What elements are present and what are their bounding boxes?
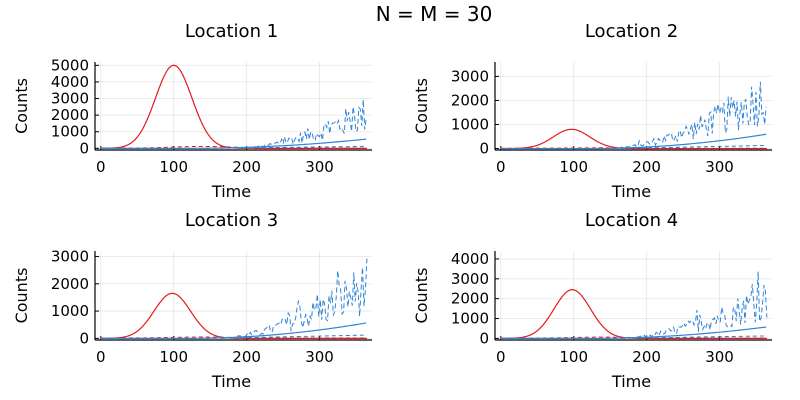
x-tick-label: 100 xyxy=(559,158,588,176)
panel-title: Location 4 xyxy=(585,210,678,231)
x-tick-label: 300 xyxy=(705,348,734,366)
panel-1: 0 100 200 300010002000300040005000Location … xyxy=(12,21,372,201)
y-axis-label: Counts xyxy=(12,268,31,324)
panels-group: 0 100 200 300010002000300040005000Location … xyxy=(12,21,772,391)
y-axis-label: Counts xyxy=(12,78,31,134)
y-tick-label: 1000 xyxy=(51,123,89,141)
y-tick-label: 3000 xyxy=(451,67,489,85)
y-tick-label: 4000 xyxy=(451,250,489,268)
x-axis-label: Time xyxy=(211,182,251,201)
blue-low-dashed-line xyxy=(100,145,367,149)
y-tick-label: 0 xyxy=(479,329,489,347)
x-axis-label: Time xyxy=(611,372,651,391)
blue-low-dashed-line xyxy=(100,334,367,339)
y-tick-label: 1000 xyxy=(51,302,89,320)
x-tick-label: 0 xyxy=(496,348,506,366)
y-tick-label: 3000 xyxy=(451,270,489,288)
blue-low-dashed-line xyxy=(500,335,767,339)
x-tick-label: 100 xyxy=(159,158,188,176)
blue-dashed-series-line xyxy=(221,258,368,339)
blue-dashed-series-line xyxy=(621,271,768,339)
figure-suptitle: N = M = 30 xyxy=(376,2,493,26)
x-tick-label: 0 xyxy=(96,158,106,176)
y-tick-label: 2000 xyxy=(451,91,489,109)
x-axis-label: Time xyxy=(211,372,251,391)
y-tick-label: 5000 xyxy=(51,56,89,74)
y-tick-label: 3000 xyxy=(51,247,89,265)
blue-low-dashed-line xyxy=(500,144,767,150)
y-tick-label: 0 xyxy=(79,329,89,347)
y-tick-label: 0 xyxy=(479,140,489,158)
x-tick-label: 300 xyxy=(305,158,334,176)
x-tick-label: 300 xyxy=(305,348,334,366)
blue-dashed-series-line xyxy=(239,99,367,149)
y-tick-label: 3000 xyxy=(51,90,89,108)
y-tick-label: 2000 xyxy=(51,106,89,124)
x-tick-label: 0 xyxy=(96,348,106,366)
x-tick-label: 200 xyxy=(632,158,661,176)
y-axis-label: Counts xyxy=(412,268,431,324)
panel-title: Location 1 xyxy=(185,21,278,42)
panel-title: Location 2 xyxy=(585,21,678,42)
x-tick-label: 300 xyxy=(705,158,734,176)
y-tick-label: 1000 xyxy=(451,310,489,328)
x-tick-label: 100 xyxy=(159,348,188,366)
red-series-line xyxy=(100,64,367,149)
x-axis-label: Time xyxy=(611,182,651,201)
y-tick-label: 2000 xyxy=(51,275,89,293)
x-tick-label: 200 xyxy=(232,158,261,176)
y-axis-label: Counts xyxy=(412,78,431,134)
panel-title: Location 3 xyxy=(185,210,278,231)
x-tick-label: 0 xyxy=(496,158,506,176)
y-tick-label: 0 xyxy=(79,139,89,157)
x-tick-label: 200 xyxy=(632,348,661,366)
x-tick-label: 200 xyxy=(232,348,261,366)
y-tick-label: 1000 xyxy=(451,116,489,134)
y-tick-label: 2000 xyxy=(451,290,489,308)
blue-dashed-series-line xyxy=(610,81,767,150)
red-series-line xyxy=(100,292,367,339)
y-tick-label: 4000 xyxy=(51,73,89,91)
x-tick-label: 100 xyxy=(559,348,588,366)
